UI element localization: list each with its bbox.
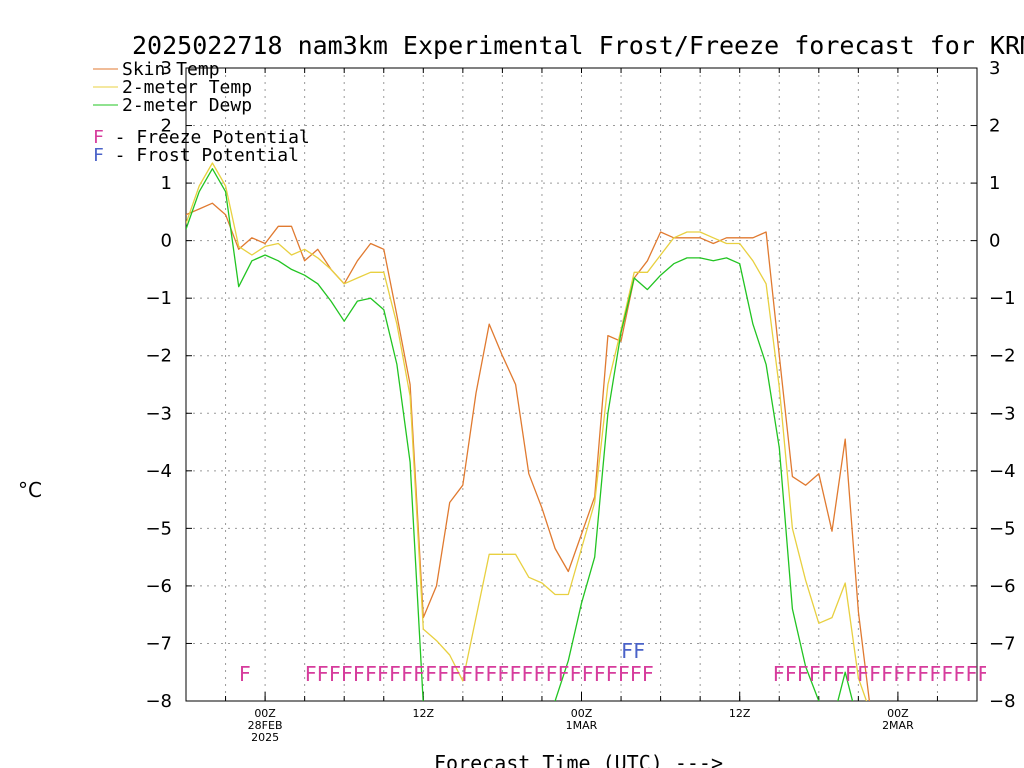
y-tick-label-left: −5: [145, 518, 172, 539]
y-tick-label-left: −4: [145, 461, 172, 482]
series-line-dewp: [186, 168, 854, 701]
x-tick-label: 00Z: [887, 707, 909, 720]
y-tick-label-right: −1: [989, 288, 1016, 309]
freeze-flag: FFFFFFFFFFFFFFFFFFFFFFFFFFFFF: [305, 662, 654, 686]
y-tick-label-right: 1: [989, 173, 1000, 194]
y-tick-label-right: −5: [989, 518, 1016, 539]
frost-flag: FF: [621, 639, 645, 663]
legend-frost-symbol: F: [93, 145, 104, 166]
legend-freeze-label: - Freeze Potential: [104, 127, 310, 148]
y-tick-label-right: −2: [989, 346, 1016, 367]
x-tick-label: 1MAR: [566, 719, 598, 732]
y-tick-label-right: −6: [989, 576, 1016, 597]
legend-skin-label: Skin Temp: [122, 59, 220, 80]
x-tick-label: 12Z: [729, 707, 751, 720]
y-tick-label-left: −7: [145, 633, 172, 654]
y-tick-label-left: 3: [161, 58, 172, 79]
y-tick-label-right: 3: [989, 58, 1000, 79]
grid-lines: [186, 68, 977, 701]
x-tick-label: 2MAR: [882, 719, 914, 732]
y-axis-right: −8 −7 −6 −5 −4 −3 −2 −1 0 1 2 3: [971, 58, 1016, 712]
y-tick-label-left: 1: [161, 173, 172, 194]
legend-dewp-label: 2-meter Dewp: [122, 95, 252, 116]
x-tick-label: 00Z: [571, 707, 593, 720]
series-line-t2m: [186, 162, 868, 701]
legend-t2m-label: 2-meter Temp: [122, 77, 252, 98]
y-tick-label-right: −7: [989, 633, 1016, 654]
legend-freeze-symbol: F: [93, 127, 104, 148]
x-tick-label: 00Z: [254, 707, 276, 720]
y-tick-label-right: −3: [989, 403, 1016, 424]
y-tick-label-left: −2: [145, 346, 172, 367]
legend-frost-label: - Frost Potential: [104, 145, 299, 166]
y-axis-label: °C: [18, 478, 42, 502]
freeze-flag: F: [239, 662, 251, 686]
y-tick-label-right: −8: [989, 691, 1016, 712]
y-tick-label-left: −6: [145, 576, 172, 597]
y-tick-label-right: 0: [989, 231, 1000, 252]
legend-frost-entry: F - Frost Potential: [93, 145, 299, 166]
x-axis-label: Forecast Time (UTC) --->: [434, 751, 723, 768]
x-tick-label: 12Z: [413, 707, 435, 720]
series-lines: [186, 162, 871, 701]
y-tick-label-left: 2: [161, 116, 172, 137]
y-tick-label-left: −8: [145, 691, 172, 712]
y-tick-label-right: 2: [989, 116, 1000, 137]
y-tick-label-left: 0: [161, 231, 172, 252]
x-tick-label: 2025: [251, 731, 279, 744]
legend: Skin Temp 2-meter Temp 2-meter Dewp F - …: [93, 59, 310, 166]
freeze-frost-flags: F FFFFFFFFFFFFFFFFFFFFFFFFFFFFF FFFFFFFFFF…: [239, 639, 1024, 686]
legend-freeze-entry: F - Freeze Potential: [93, 127, 310, 148]
x-tick-label: 28FEB: [248, 719, 283, 732]
y-tick-label-right: −4: [989, 461, 1016, 482]
series-line-skin: [186, 202, 871, 701]
y-tick-label-left: −1: [145, 288, 172, 309]
y-tick-label-left: −3: [145, 403, 172, 424]
chart-title: 2025022718 nam3km Experimental Frost/Fre…: [132, 31, 1024, 60]
y-axis-left: −8 −7 −6 −5 −4 −3 −2 −1 0 1 2 3: [145, 58, 192, 712]
